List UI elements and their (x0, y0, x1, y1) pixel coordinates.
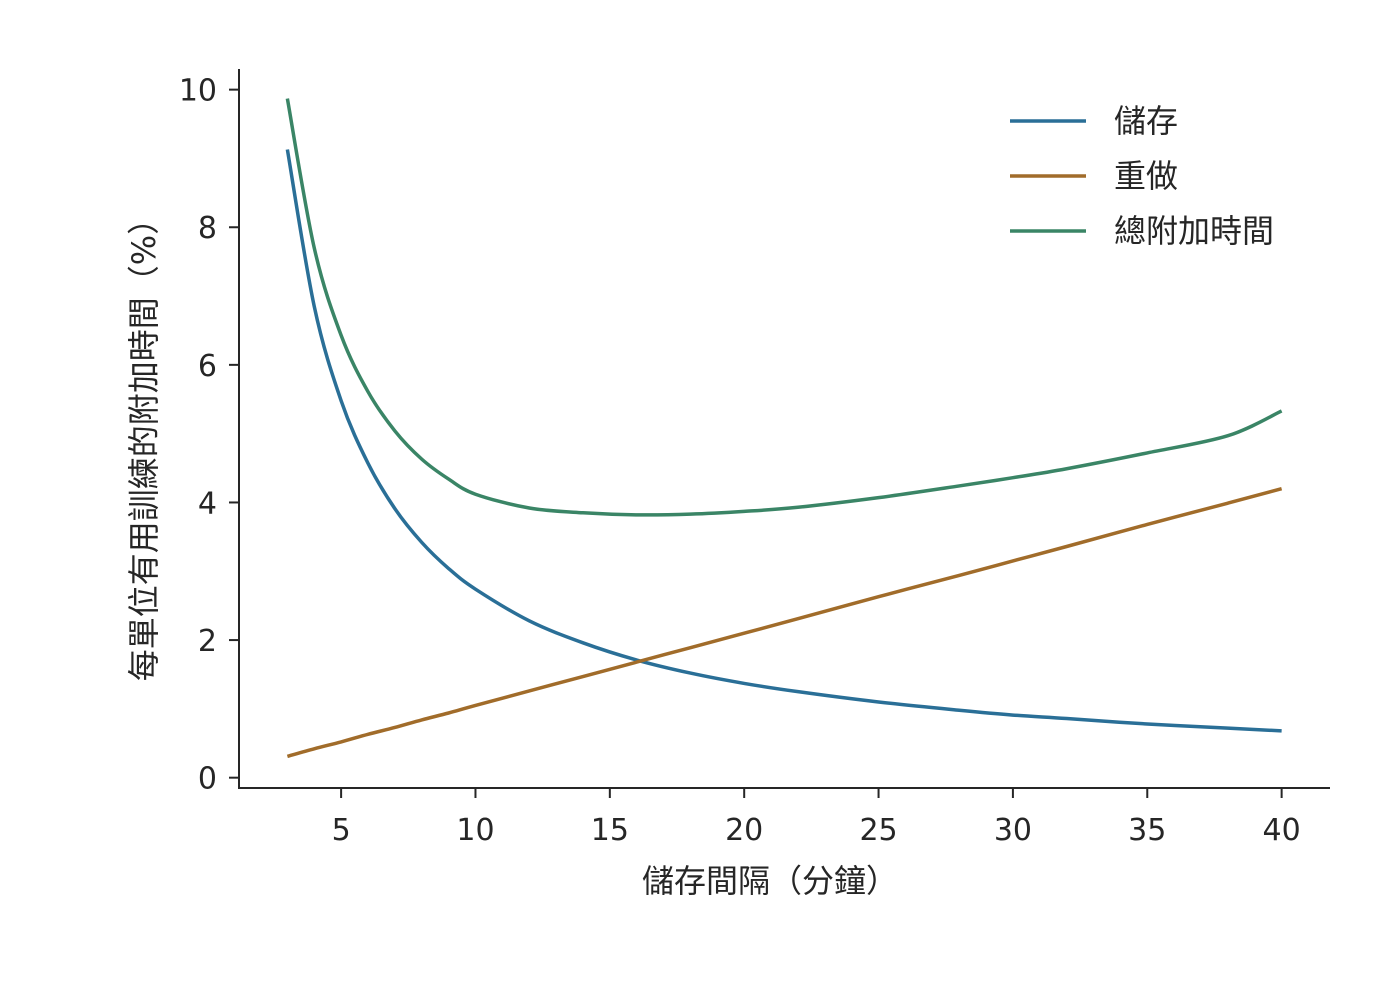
x-tick-label: 5 (332, 813, 351, 848)
y-tick-label: 10 (179, 74, 217, 109)
y-tick-label: 6 (198, 349, 217, 384)
y-tick-label: 0 (198, 762, 217, 797)
series-line-1 (286, 487, 1283, 759)
x-tick-label: 40 (1263, 813, 1301, 848)
x-axis-title: 儲存間隔（分鐘） (642, 862, 898, 900)
y-tick-label: 8 (198, 211, 217, 246)
x-tick-label: 25 (859, 813, 897, 848)
x-ticks: 5 10 15 20 25 30 35 40 (332, 788, 1301, 848)
x-tick-label: 35 (1128, 813, 1166, 848)
series-layer (285, 98, 1283, 759)
series-line-2 (285, 98, 1283, 517)
y-tick-label: 2 (198, 624, 217, 659)
legend-label: 重做 (1114, 157, 1178, 195)
plot-area: 5 10 15 20 25 30 35 40 0 2 4 6 8 10 (179, 69, 1330, 848)
series-line-0 (285, 149, 1282, 733)
y-tick-label: 4 (198, 486, 217, 521)
x-tick-label: 30 (994, 813, 1032, 848)
y-axis-title: 每單位有用訓練的附加時間（%） (125, 203, 163, 681)
x-tick-label: 10 (456, 813, 494, 848)
x-tick-label: 15 (591, 813, 629, 848)
y-ticks: 0 2 4 6 8 10 (179, 74, 239, 797)
legend-label: 儲存 (1114, 102, 1178, 140)
legend-label: 總附加時間 (1114, 212, 1274, 250)
x-tick-label: 20 (725, 813, 763, 848)
